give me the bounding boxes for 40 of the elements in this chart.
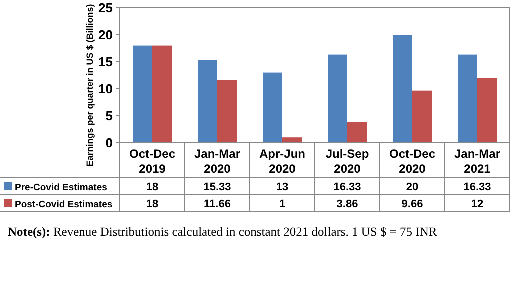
y-tick-label: 0: [106, 136, 113, 151]
y-tick-label: 20: [98, 28, 113, 43]
x-tick-label: Oct-Dec 2020: [389, 147, 436, 176]
bar: [478, 78, 497, 143]
legend-label: Post-Covid Estimates: [15, 200, 113, 210]
bar: [152, 46, 172, 143]
bar: [218, 80, 237, 143]
bar: [393, 35, 412, 143]
data-label: 16.33: [334, 182, 362, 194]
x-tick-label: Apr-Jun 2020: [260, 147, 306, 176]
y-tick-label: 5: [106, 108, 113, 124]
bar: [328, 54, 348, 143]
data-label: 13: [276, 182, 289, 194]
y-tick-label: 25: [98, 0, 113, 16]
bar: [282, 138, 302, 143]
y-tick-label: 15: [98, 54, 113, 70]
data-label: 20: [406, 182, 419, 194]
text: Note(s): Revenue Distributionis calculated in constant 2021 dollars. 1 US $ = 75 INR: [8, 225, 438, 239]
data-label: 18: [146, 198, 159, 210]
x-tick-label: Jan-Mar 2020: [194, 147, 241, 176]
data-label: 12: [471, 198, 484, 210]
bar: [412, 90, 432, 143]
data-label: 1: [279, 198, 286, 210]
legend-label: Pre-Covid Estimates: [15, 182, 108, 194]
data-label: 11.66: [204, 198, 231, 210]
data-label: 9.66: [402, 198, 424, 210]
y-axis-title: Earnings per quarter in US $ (Billions): [85, 4, 95, 167]
x-tick-label: Jul-Sep 2020: [326, 147, 370, 176]
bar: [263, 72, 282, 143]
x-tick-label: Jan-Mar 2021: [454, 147, 501, 176]
bar: [133, 46, 152, 143]
data-label: 3.86: [336, 198, 358, 210]
bar: [348, 122, 367, 143]
data-label: 16.33: [464, 182, 492, 194]
bar: [458, 54, 478, 143]
y-tick-label: 10: [98, 82, 113, 97]
bar: [198, 60, 218, 143]
data-label: 15.33: [204, 182, 232, 194]
x-tick-label: Oct-Dec 2019: [129, 147, 176, 176]
data-label: 18: [146, 182, 159, 194]
